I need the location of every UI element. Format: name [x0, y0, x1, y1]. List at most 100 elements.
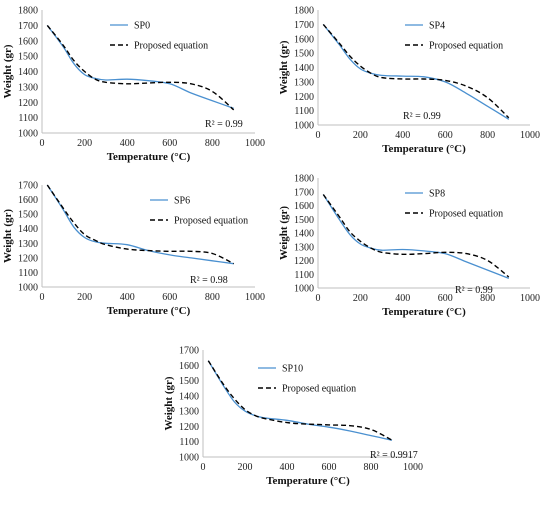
y-tick-label: 1600 [294, 201, 314, 212]
y-tick-label: 1400 [18, 67, 38, 78]
legend: SP0 Proposed equation [110, 21, 208, 52]
legend: SP4 Proposed equation [405, 21, 503, 52]
y-tick-label: 1500 [294, 215, 314, 226]
y-tick-label: 1200 [294, 92, 314, 103]
y-tick-label: 1400 [18, 224, 38, 235]
y-tick-label: 1500 [294, 49, 314, 60]
r-squared-annotation: R² = 0.99 [455, 285, 493, 296]
x-tick-label: 1000 [520, 130, 540, 141]
x-axis-title: Temperature (°C) [382, 306, 466, 318]
y-tick-label: 1200 [18, 98, 38, 109]
legend: SP6 Proposed equation [150, 196, 248, 227]
x-tick-label: 1000 [245, 138, 265, 149]
x-tick-label: 400 [395, 130, 410, 141]
proposed-equation-line [322, 23, 510, 119]
y-tick-label: 1000 [18, 129, 38, 140]
y-tick-label: 1600 [294, 34, 314, 45]
y-tick-label: 1800 [294, 174, 314, 185]
y-tick-label: 1100 [179, 437, 199, 448]
measured-line [322, 23, 510, 120]
x-tick-label: 400 [120, 292, 135, 303]
y-axis-title: Weight (gr) [278, 206, 290, 260]
legend-label: Proposed equation [174, 216, 248, 227]
y-tick-label: 1200 [294, 256, 314, 267]
y-tick-label: 1400 [294, 229, 314, 240]
x-tick-label: 600 [322, 462, 337, 473]
x-tick-label: 400 [395, 293, 410, 304]
y-axis-title: Weight (gr) [278, 40, 290, 94]
chart-4: 1000 1100 1200 1300 1400 1500 1600 1700 1800 0 200… [278, 174, 540, 319]
legend-label: SP4 [429, 21, 445, 32]
proposed-equation-line [46, 24, 235, 111]
x-tick-label: 600 [438, 130, 453, 141]
x-tick-label: 400 [120, 138, 135, 149]
y-tick-label: 1500 [179, 376, 199, 387]
x-tick-label: 800 [364, 462, 379, 473]
x-axis-title: Temperature (°C) [382, 143, 466, 155]
measured-line [322, 194, 510, 280]
x-tick-label: 0 [40, 292, 45, 303]
y-tick-label: 1300 [18, 82, 38, 93]
legend-label: SP0 [134, 21, 150, 32]
y-tick-label: 1100 [18, 268, 38, 279]
x-tick-label: 200 [77, 292, 92, 303]
y-tick-label: 1500 [18, 52, 38, 63]
y-tick-label: 1300 [294, 77, 314, 88]
x-tick-label: 0 [316, 130, 321, 141]
y-tick-label: 1200 [179, 422, 199, 433]
x-tick-label: 200 [353, 293, 368, 304]
y-tick-label: 1800 [18, 6, 38, 17]
y-tick-label: 1500 [18, 210, 38, 221]
y-tick-label: 1600 [18, 195, 38, 206]
legend: SP10 Proposed equation [258, 364, 356, 395]
x-axis-title: Temperature (°C) [107, 151, 191, 163]
y-tick-label: 1000 [294, 284, 314, 295]
x-axis-title: Temperature (°C) [266, 475, 350, 487]
y-tick-label: 1300 [18, 239, 38, 250]
x-tick-label: 1000 [403, 462, 423, 473]
y-tick-label: 1200 [18, 253, 38, 264]
x-tick-label: 1000 [520, 293, 540, 304]
x-tick-label: 600 [438, 293, 453, 304]
proposed-equation-line [322, 194, 510, 278]
y-tick-label: 1700 [18, 21, 38, 32]
x-axis-title: Temperature (°C) [107, 305, 191, 317]
r-squared-annotation: R² = 0.99 [205, 119, 243, 130]
y-tick-label: 1100 [294, 270, 314, 281]
measured-line [46, 184, 234, 265]
x-tick-label: 800 [205, 138, 220, 149]
y-tick-label: 1100 [294, 106, 314, 117]
proposed-equation-line [207, 360, 393, 441]
y-tick-label: 1000 [294, 121, 314, 132]
x-tick-label: 1000 [245, 292, 265, 303]
y-axis-title: Weight (gr) [163, 376, 175, 430]
legend-label: Proposed equation [134, 41, 208, 52]
r-squared-annotation: R² = 0.9917 [370, 450, 418, 461]
y-tick-label: 1700 [179, 346, 199, 357]
y-tick-label: 1100 [18, 113, 38, 124]
legend: SP8 Proposed equation [405, 189, 503, 220]
measured-line [207, 360, 393, 441]
x-tick-label: 600 [162, 138, 177, 149]
x-tick-label: 800 [205, 292, 220, 303]
legend-label: Proposed equation [282, 384, 356, 395]
proposed-equation-line [46, 184, 235, 265]
y-tick-label: 1600 [179, 361, 199, 372]
legend-label: SP10 [282, 364, 303, 375]
y-tick-label: 1000 [18, 283, 38, 294]
x-tick-label: 0 [40, 138, 45, 149]
y-tick-label: 1300 [179, 407, 199, 418]
legend-label: Proposed equation [429, 209, 503, 220]
r-squared-annotation: R² = 0.99 [403, 111, 441, 122]
y-axis-title: Weight (gr) [2, 209, 14, 263]
chart-2: 1000 1100 1200 1300 1400 1500 1600 1700 1800 0 200… [278, 6, 540, 156]
x-tick-label: 200 [77, 138, 92, 149]
x-tick-label: 600 [162, 292, 177, 303]
chart-3: 1000 1100 1200 1300 1400 1500 1600 1700 0 200 400 6… [2, 181, 265, 318]
legend-label: SP6 [174, 196, 190, 207]
x-tick-label: 0 [201, 462, 206, 473]
y-axis-title: Weight (gr) [2, 44, 14, 98]
y-tick-label: 1400 [179, 391, 199, 402]
y-tick-label: 1600 [18, 36, 38, 47]
